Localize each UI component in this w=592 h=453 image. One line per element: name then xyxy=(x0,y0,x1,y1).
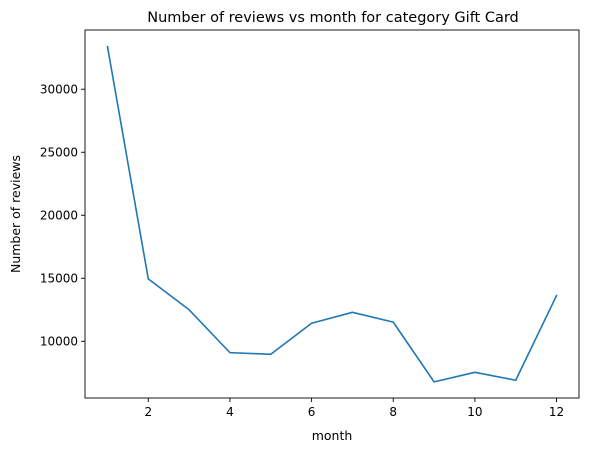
x-tick-label: 8 xyxy=(389,405,397,419)
y-tick-label: 10000 xyxy=(40,335,78,349)
x-tick-label: 10 xyxy=(467,405,482,419)
y-tick-label: 25000 xyxy=(40,146,78,160)
chart-title: Number of reviews vs month for category … xyxy=(147,10,519,26)
y-axis-label: Number of reviews xyxy=(8,155,23,273)
data-point xyxy=(310,322,313,325)
y-axis: 10000 15000 20000 25000 30000 xyxy=(40,83,85,349)
data-point xyxy=(106,45,109,48)
x-tick-label: 12 xyxy=(549,405,564,419)
data-point xyxy=(269,353,272,356)
data-point xyxy=(147,278,150,280)
data-point xyxy=(229,351,231,354)
x-tick-label: 6 xyxy=(308,405,316,419)
x-axis: 2 4 6 8 10 12 xyxy=(144,398,564,419)
x-axis-label: month xyxy=(312,428,353,443)
x-tick-label: 4 xyxy=(226,405,234,419)
data-point xyxy=(433,381,435,383)
plot-frame xyxy=(84,29,580,399)
data-point xyxy=(474,371,476,374)
y-tick-label: 15000 xyxy=(40,272,78,286)
y-tick-label: 20000 xyxy=(40,209,78,223)
series-layer xyxy=(106,45,558,383)
data-point xyxy=(514,379,517,382)
x-tick-label: 2 xyxy=(144,405,152,419)
series-line-0 xyxy=(106,46,558,383)
data-point xyxy=(351,311,354,314)
data-point xyxy=(555,294,558,297)
data-point xyxy=(392,321,395,323)
data-point xyxy=(188,308,190,311)
y-tick-label: 30000 xyxy=(40,83,78,97)
